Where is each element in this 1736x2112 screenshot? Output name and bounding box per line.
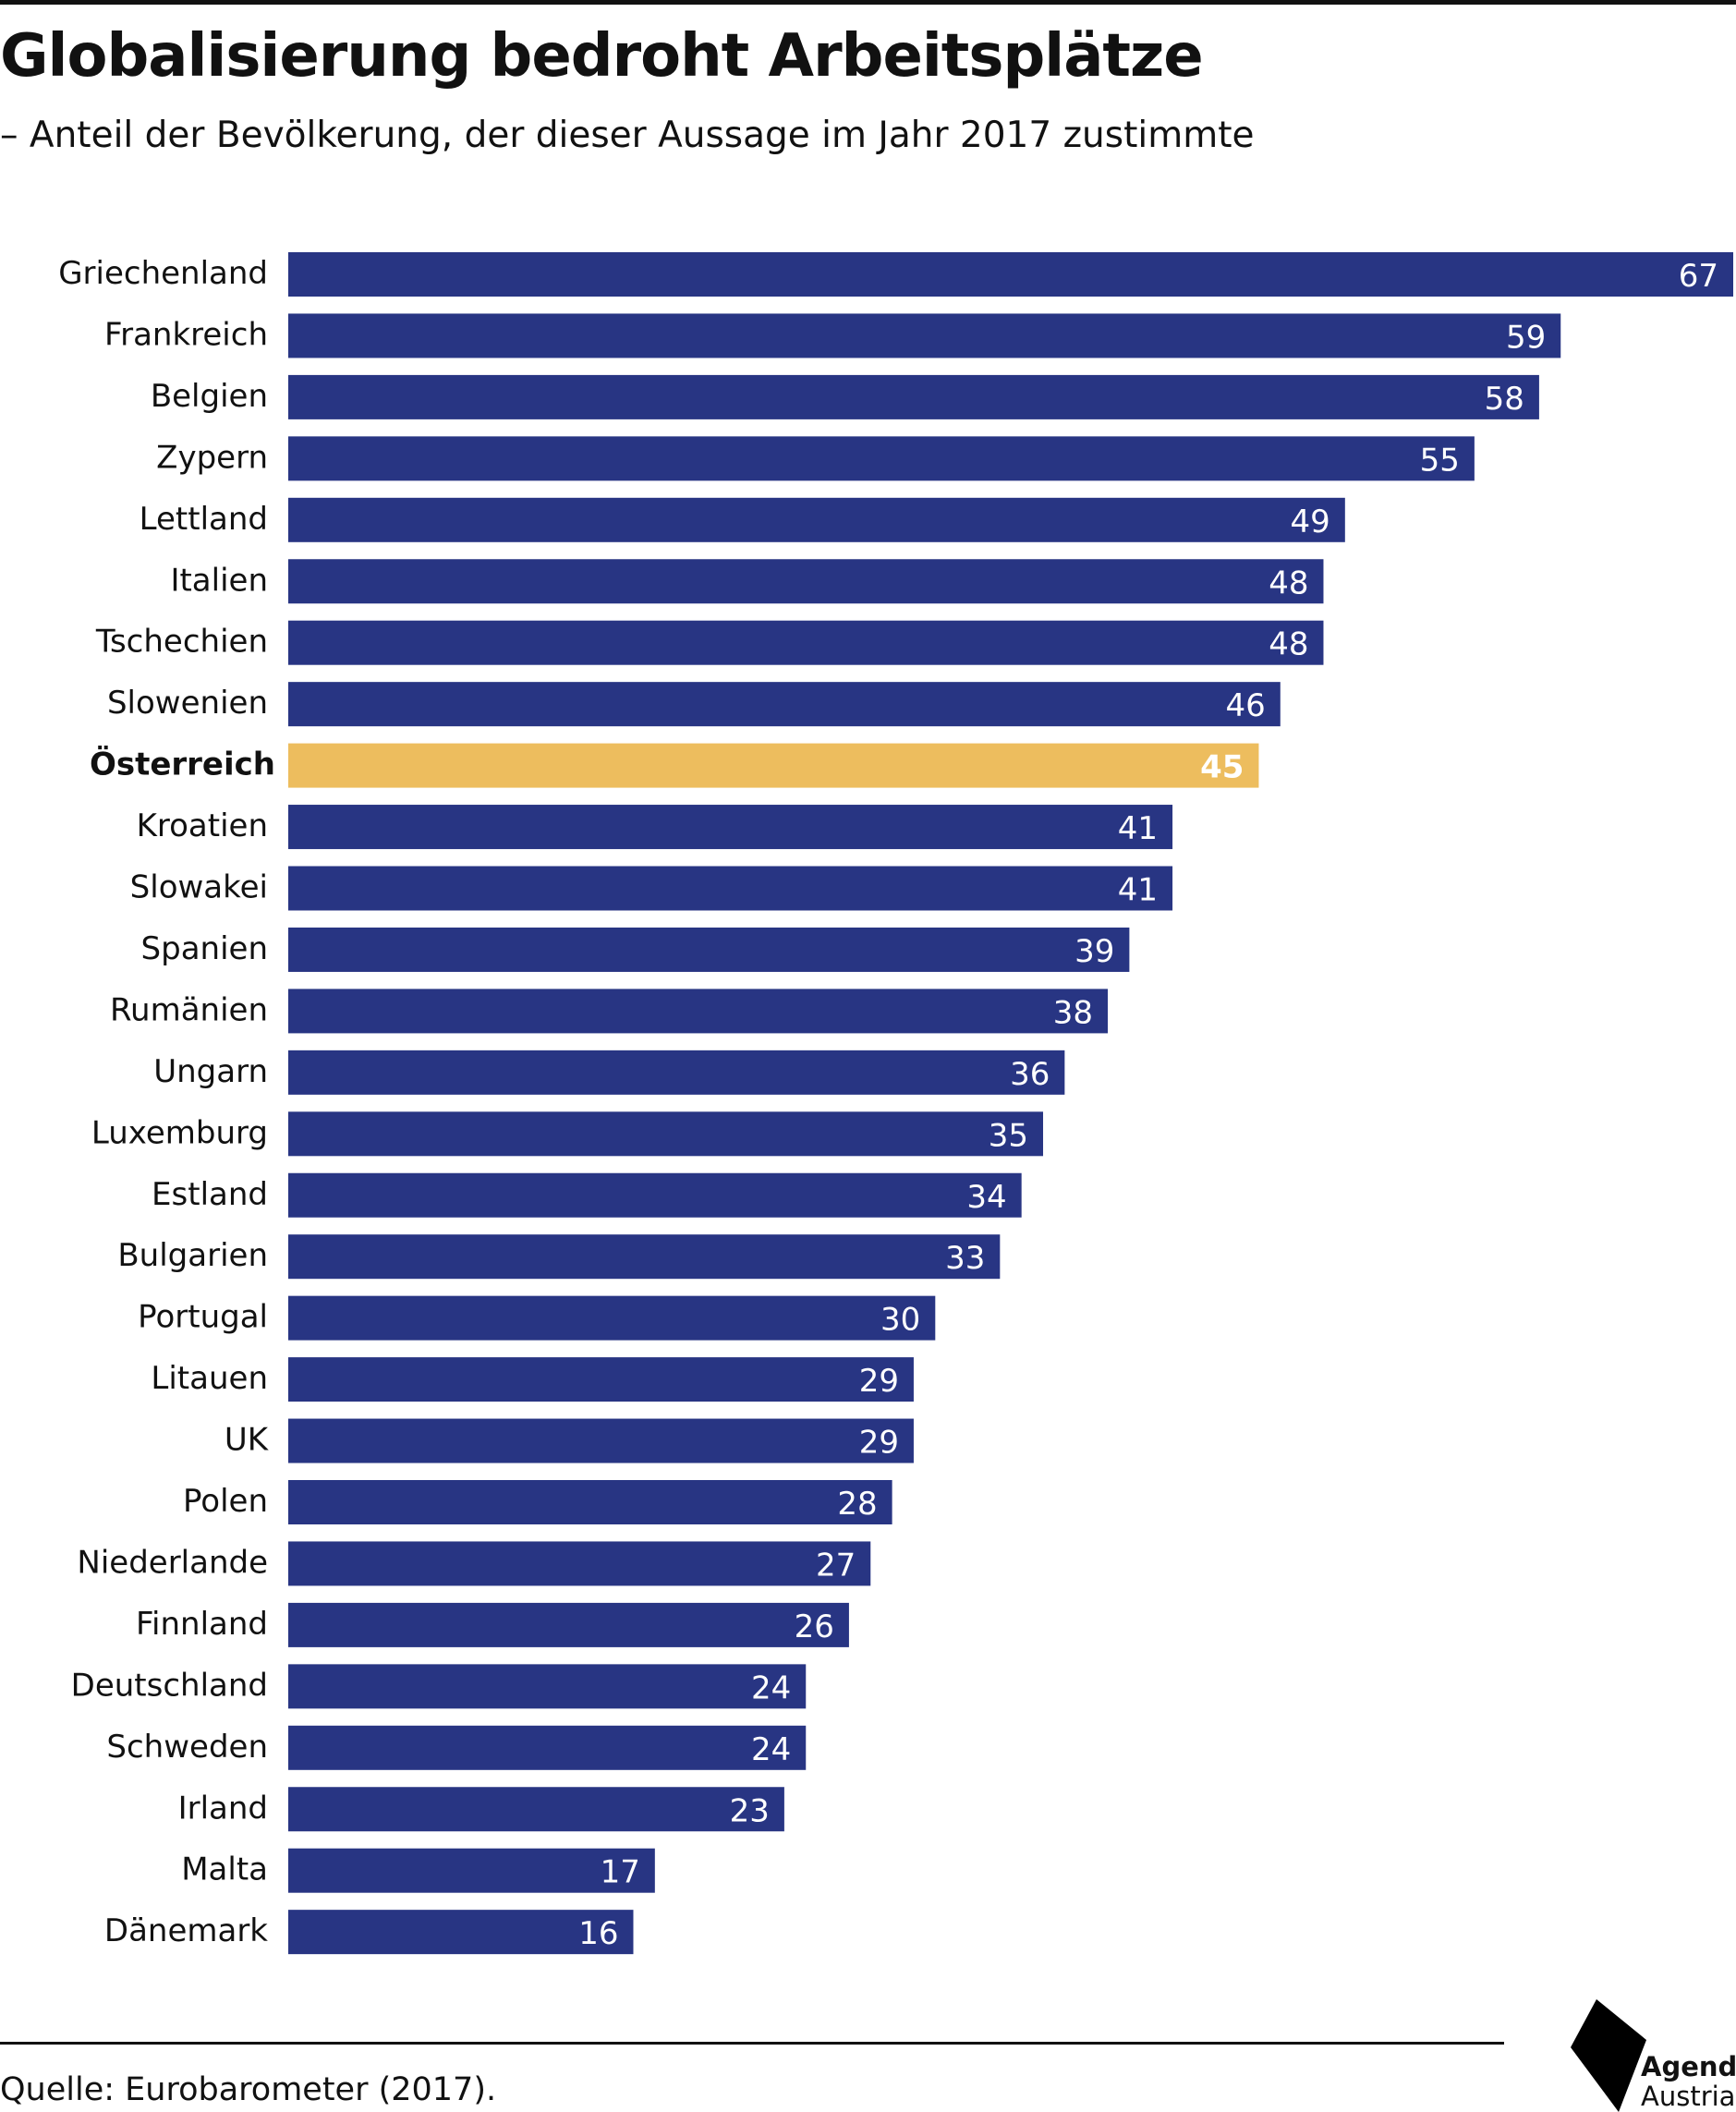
value-label-lettland: 49: [1291, 504, 1330, 540]
value-label-daenemark: 16: [578, 1915, 618, 1952]
category-label-polen: Polen: [183, 1483, 268, 1520]
bar-rumaenien: [288, 989, 1109, 1034]
value-label-slowakei: 41: [1118, 872, 1158, 909]
bar-daenemark: [288, 1910, 634, 1955]
value-label-malta: 17: [601, 1854, 640, 1891]
category-label-italien: Italien: [170, 562, 268, 599]
category-label-litauen: Litauen: [151, 1360, 268, 1397]
bar-slowenien: [288, 682, 1281, 727]
category-label-rumaenien: Rumänien: [110, 991, 268, 1028]
category-label-irland: Irland: [178, 1790, 268, 1827]
category-label-portugal: Portugal: [138, 1299, 268, 1336]
bar-frankreich: [288, 313, 1561, 358]
top-rule: [0, 0, 1736, 5]
bar-chart: Griechenland 67 Frankreich 59 Belgien 58 Zyper…: [58, 252, 1733, 1955]
category-label-schweden: Schweden: [106, 1729, 268, 1766]
value-label-ungarn: 36: [1010, 1056, 1050, 1093]
bar-finnland: [288, 1602, 849, 1647]
bar-malta: [288, 1848, 655, 1893]
bar-lettland: [288, 497, 1345, 542]
category-label-luxemburg: Luxemburg: [91, 1114, 268, 1151]
value-label-schweden: 24: [751, 1731, 791, 1768]
value-label-rumaenien: 38: [1053, 994, 1093, 1031]
category-label-uk: UK: [225, 1422, 270, 1459]
category-label-bulgarien: Bulgarien: [117, 1237, 268, 1274]
category-label-oesterreich: Österreich: [90, 746, 275, 783]
bar-oesterreich: [288, 743, 1259, 788]
category-label-tschechien: Tschechien: [95, 624, 268, 661]
value-label-belgien: 58: [1485, 381, 1524, 418]
source-note: Quelle: Eurobarometer (2017).: [0, 2071, 497, 2108]
category-label-slowakei: Slowakei: [130, 869, 268, 906]
bar-portugal: [288, 1295, 936, 1341]
value-label-spanien: 39: [1074, 933, 1114, 970]
bar-spanien: [288, 927, 1130, 972]
value-label-portugal: 30: [880, 1302, 920, 1339]
category-label-griechenland: Griechenland: [58, 255, 268, 292]
value-label-uk: 29: [859, 1425, 899, 1462]
logo-mark-icon: [1571, 1999, 1646, 2112]
category-label-belgien: Belgien: [151, 378, 268, 415]
bar-schweden: [288, 1725, 807, 1770]
value-label-estland: 34: [966, 1179, 1006, 1216]
category-label-zypern: Zypern: [156, 439, 268, 476]
bar-estland: [288, 1172, 1022, 1218]
value-label-niederlande: 27: [816, 1547, 856, 1584]
category-label-ungarn: Ungarn: [153, 1053, 268, 1090]
category-label-frankreich: Frankreich: [104, 316, 268, 353]
bar-deutschland: [288, 1664, 807, 1709]
category-label-finnland: Finnland: [136, 1606, 268, 1643]
value-label-oesterreich: 45: [1200, 749, 1244, 786]
value-label-griechenland: 67: [1679, 258, 1718, 295]
value-label-kroatien: 41: [1118, 810, 1158, 847]
bar-uk: [288, 1418, 914, 1463]
value-label-litauen: 29: [859, 1363, 899, 1400]
value-label-bulgarien: 33: [945, 1240, 985, 1277]
bar-ungarn: [288, 1050, 1065, 1095]
value-label-zypern: 55: [1420, 442, 1460, 479]
bar-litauen: [288, 1357, 914, 1402]
value-label-deutschland: 24: [751, 1669, 791, 1706]
bar-belgien: [288, 374, 1539, 419]
chart-title: Globalisierung bedroht Arbeitsplätze: [0, 22, 1204, 91]
bar-bulgarien: [288, 1234, 1001, 1280]
value-label-slowenien: 46: [1226, 687, 1266, 724]
bar-zypern: [288, 436, 1475, 481]
value-label-tschechien: 48: [1269, 626, 1308, 663]
bar-niederlande: [288, 1541, 871, 1586]
value-label-luxemburg: 35: [989, 1117, 1028, 1154]
bar-luxemburg: [288, 1111, 1044, 1157]
category-label-lettland: Lettland: [140, 501, 268, 538]
logo-word-agenda: Agenda: [1641, 2051, 1736, 2082]
agenda-austria-logo: Agenda Austria: [1571, 1999, 1736, 2112]
value-label-italien: 48: [1269, 564, 1308, 601]
category-label-malta: Malta: [181, 1851, 268, 1888]
value-label-frankreich: 59: [1506, 319, 1546, 356]
logo-word-austria: Austria: [1641, 2081, 1736, 2112]
bar-polen: [288, 1480, 892, 1524]
bar-slowakei: [288, 866, 1173, 911]
chart-subtitle: – Anteil der Bevölkerung, der dieser Aus…: [0, 115, 1255, 156]
bar-kroatien: [288, 805, 1173, 850]
bar-italien: [288, 559, 1324, 604]
category-label-slowenien: Slowenien: [107, 685, 268, 722]
category-label-niederlande: Niederlande: [77, 1544, 268, 1581]
bar-irland: [288, 1787, 784, 1832]
bar-griechenland: [288, 252, 1733, 297]
category-label-kroatien: Kroatien: [137, 807, 268, 844]
value-label-finnland: 26: [795, 1608, 834, 1645]
category-label-daenemark: Dänemark: [104, 1912, 268, 1949]
bar-tschechien: [288, 620, 1324, 665]
value-label-polen: 28: [837, 1486, 877, 1523]
category-label-deutschland: Deutschland: [71, 1667, 268, 1704]
category-label-estland: Estland: [152, 1176, 268, 1213]
category-label-spanien: Spanien: [141, 930, 268, 967]
value-label-irland: 23: [730, 1792, 770, 1829]
bottom-rule: [0, 2042, 1504, 2045]
